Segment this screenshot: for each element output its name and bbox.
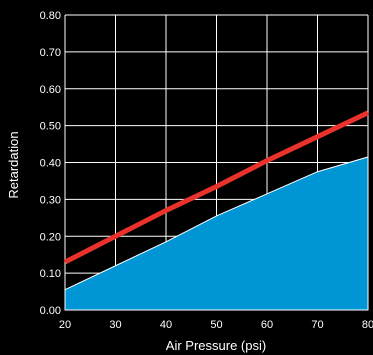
- y-tick-label: 0.80: [40, 10, 61, 22]
- x-tick-label: 40: [160, 319, 172, 331]
- y-tick-label: 0.20: [40, 231, 61, 243]
- y-tick-label: 0.40: [40, 158, 61, 170]
- x-tick-label: 80: [362, 319, 373, 331]
- line-layer: [63, 110, 370, 265]
- y-tick-labels: 0.00 0.10 0.20 0.30 0.40 0.50 0.60 0.70 0.80: [40, 10, 61, 317]
- y-tick-label: 0.10: [40, 268, 61, 280]
- y-tick-label: 0.50: [40, 121, 61, 133]
- y-tick-label: 0.30: [40, 194, 61, 206]
- y-axis-title: Retardation: [6, 131, 21, 198]
- x-tick-label: 50: [210, 319, 222, 331]
- x-tick-label: 70: [311, 319, 323, 331]
- line-series-0: [63, 110, 370, 265]
- x-tick-label: 20: [59, 319, 71, 331]
- area-series-1: [64, 156, 369, 311]
- x-tick-label: 60: [261, 319, 273, 331]
- x-tick-label: 30: [109, 319, 121, 331]
- area-layer: [64, 156, 369, 311]
- x-tick-labels: 20 30 40 50 60 70 80: [59, 319, 373, 331]
- y-tick-label: 0.70: [40, 47, 61, 59]
- y-tick-label: 0.60: [40, 84, 61, 96]
- y-tick-label: 0.00: [40, 305, 61, 317]
- x-axis-title: Air Pressure (psi): [166, 338, 266, 353]
